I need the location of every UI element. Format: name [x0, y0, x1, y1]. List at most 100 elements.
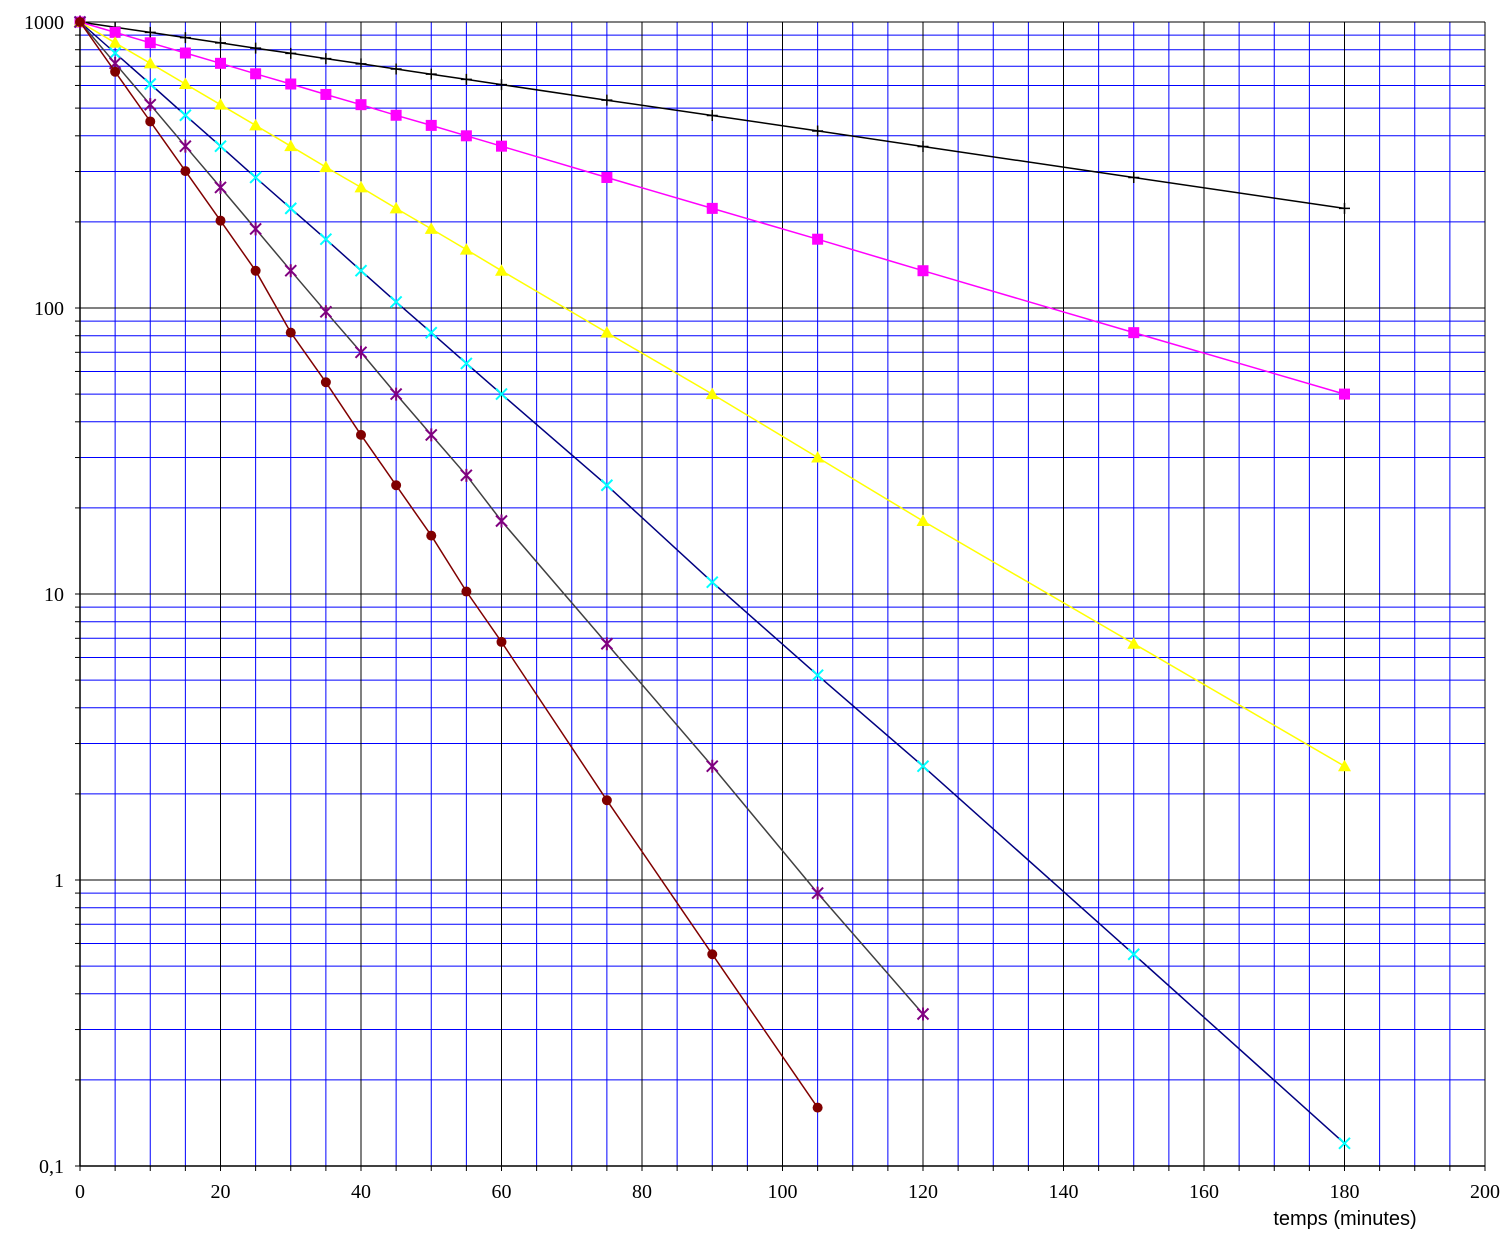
x-tick-label: 0 [75, 1181, 85, 1203]
tick-labels: 0 20 40 60 80 100 120 140 160 180 200 0,1 1 10 100 1000 [24, 12, 1500, 1203]
data-point-x [108, 46, 122, 60]
data-point-circle [250, 265, 261, 276]
data-point-x [249, 171, 262, 184]
data-point-x [179, 109, 192, 122]
data-point-square [320, 88, 332, 100]
data-point-x [425, 326, 438, 339]
data-point-circle [707, 949, 718, 960]
data-point-triangle [705, 387, 719, 400]
y-tick-label: 1000 [24, 12, 64, 34]
data-point-square [285, 78, 297, 90]
data-point-x [460, 357, 473, 370]
data-point-triangle [1127, 637, 1141, 649]
data-point-star [144, 98, 157, 112]
data-point-star [425, 428, 438, 442]
data-point-plus [706, 110, 718, 122]
data-point-triangle [284, 139, 298, 152]
data-point-circle [426, 530, 437, 541]
data-point-square [601, 171, 613, 183]
x-tick-label: 80 [632, 1181, 652, 1203]
x-tick-label: 140 [1049, 1181, 1079, 1203]
y-tick-label: 1 [54, 870, 64, 892]
data-point-x [706, 575, 719, 589]
data-point-star [389, 387, 403, 401]
data-point-plus [285, 47, 297, 59]
data-point-plus [496, 79, 507, 91]
data-point-circle [145, 116, 156, 127]
data-point-circle [285, 327, 296, 338]
data-point-star [249, 222, 262, 236]
y-tick-label: 100 [34, 298, 64, 320]
data-point-star [319, 305, 333, 319]
data-point-triangle [143, 56, 157, 69]
data-point-plus [460, 73, 472, 85]
data-point-plus [917, 141, 929, 153]
data-point-star [179, 139, 192, 153]
data-point-x [319, 232, 333, 246]
data-point-x [600, 479, 614, 492]
data-point-circle [391, 480, 402, 491]
data-point-star [811, 886, 824, 900]
data-point-triangle [389, 201, 403, 214]
data-point-triangle [249, 118, 263, 131]
data-point-circle [320, 377, 331, 388]
data-point-x [389, 295, 403, 309]
data-point-plus [1128, 171, 1140, 183]
data-point-x [214, 139, 227, 153]
data-point-star [354, 345, 368, 359]
data-point-circle [356, 429, 366, 440]
data-point-triangle [916, 514, 930, 526]
data-point-x [1127, 948, 1140, 961]
series-6 [75, 17, 823, 1113]
data-point-square [496, 140, 507, 152]
data-point-square [144, 37, 156, 49]
data-point-x [916, 759, 930, 773]
x-tick-label: 60 [492, 1181, 512, 1203]
data-point-x [1338, 1137, 1351, 1150]
data-point-x [495, 387, 508, 401]
data-point-triangle [214, 98, 227, 110]
data-point-star [916, 1007, 930, 1021]
x-tick-label: 20 [211, 1181, 231, 1203]
data-point-plus [390, 63, 402, 75]
data-point-square [215, 57, 226, 69]
axes [75, 22, 1486, 1171]
data-point-square [1128, 327, 1140, 339]
major-grid [79, 21, 1486, 1167]
x-tick-label: 200 [1470, 1181, 1500, 1203]
x-axis-title: temps (minutes) [1273, 1208, 1416, 1230]
data-point-plus [144, 26, 156, 38]
x-tick-label: 180 [1330, 1181, 1360, 1203]
data-point-star [600, 637, 614, 651]
data-point-circle [461, 586, 472, 597]
data-point-triangle [600, 326, 614, 338]
y-tick-label: 0,1 [39, 1156, 64, 1178]
series-line [79, 21, 819, 1109]
data-point-x [354, 264, 368, 277]
data-point-triangle [459, 243, 473, 255]
x-tick-label: 120 [908, 1181, 938, 1203]
data-point-square [390, 109, 402, 121]
data-point-triangle [319, 160, 333, 173]
data-point-triangle [178, 77, 192, 90]
data-point-square [179, 47, 191, 59]
data-point-plus [250, 42, 262, 54]
data-point-triangle [108, 36, 122, 48]
data-point-circle [812, 1102, 823, 1113]
data-point-circle [601, 795, 612, 806]
data-point-plus [812, 125, 824, 137]
y-tick-label: 10 [44, 584, 64, 606]
data-point-square [706, 202, 718, 214]
data-point-square [355, 99, 367, 111]
data-point-circle [496, 636, 507, 647]
data-point-triangle [424, 222, 438, 234]
data-point-circle [215, 215, 226, 226]
x-tick-label: 160 [1189, 1181, 1219, 1203]
data-point-square [460, 130, 472, 142]
data-point-triangle [354, 180, 368, 193]
data-point-plus [355, 58, 367, 70]
data-point-plus [1339, 202, 1350, 214]
series-layer [73, 15, 1351, 1150]
data-point-star [214, 180, 227, 194]
